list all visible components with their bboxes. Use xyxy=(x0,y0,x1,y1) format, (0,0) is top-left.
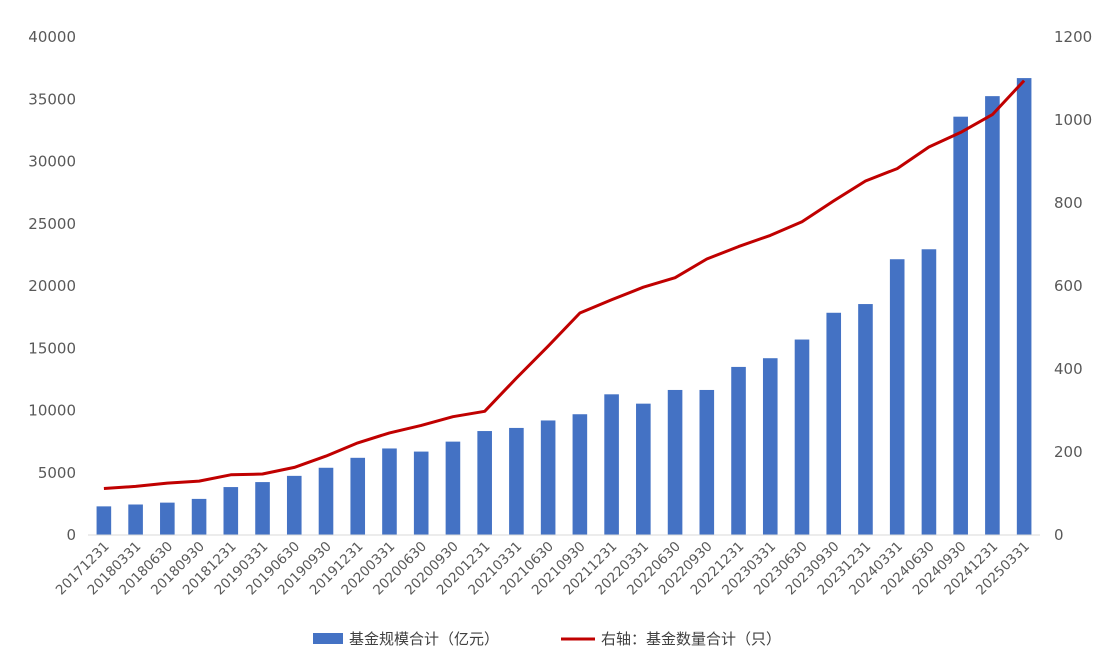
bar-20220930 xyxy=(699,389,715,535)
line-series xyxy=(103,79,1026,490)
legend-bar-label: 基金规模合计（亿元） xyxy=(349,630,499,648)
bar-20171231 xyxy=(96,506,112,535)
bar-20240630 xyxy=(921,249,937,535)
bar-20180930 xyxy=(191,498,207,535)
right-y-tick-label: 600 xyxy=(1054,277,1083,295)
bar-20200930 xyxy=(445,441,461,535)
right-y-tick-label: 800 xyxy=(1054,194,1083,212)
left-y-tick-label: 30000 xyxy=(28,153,76,171)
right-y-tick-label: 200 xyxy=(1054,443,1083,461)
bar-20210630 xyxy=(540,420,556,535)
bar-20180331 xyxy=(128,504,143,535)
bar-20180630 xyxy=(160,502,175,535)
bar-20201231 xyxy=(477,431,492,535)
left-y-tick-label: 0 xyxy=(66,526,76,544)
bar-20241231 xyxy=(985,96,1000,535)
left-y-tick-label: 15000 xyxy=(28,339,76,357)
bar-20240331 xyxy=(889,259,905,535)
left-y-tick-label: 25000 xyxy=(28,215,76,233)
left-y-tick-label: 35000 xyxy=(28,90,76,108)
x-axis-ticks: 2017123120180331201806302018093020181231… xyxy=(53,539,1033,599)
legend-bar-swatch xyxy=(313,633,343,644)
bar-20190331 xyxy=(255,482,270,535)
bar-20230630 xyxy=(794,339,810,535)
bar-20190930 xyxy=(318,467,334,535)
bar-20231231 xyxy=(858,304,873,535)
bar-series xyxy=(96,78,1032,536)
left-y-tick-label: 40000 xyxy=(28,28,76,46)
right-y-tick-label: 0 xyxy=(1054,526,1064,544)
bar-20200331 xyxy=(382,448,397,535)
bar-20210331 xyxy=(509,427,524,535)
left-y-tick-label: 5000 xyxy=(38,464,76,482)
bar-20200630 xyxy=(413,451,429,535)
right-y-tick-label: 1000 xyxy=(1054,111,1092,129)
bar-20220331 xyxy=(636,403,651,535)
bar-20240930 xyxy=(953,116,968,536)
bar-20211231 xyxy=(604,394,619,535)
legend-line-label: 右轴：基金数量合计（只） xyxy=(601,630,781,648)
bar-20230331 xyxy=(762,358,778,535)
right-y-tick-label: 1200 xyxy=(1054,28,1092,46)
bar-20191231 xyxy=(350,457,366,535)
bar-20250331 xyxy=(1016,78,1032,536)
bar-20190630 xyxy=(286,475,302,535)
bar-20181231 xyxy=(223,487,239,535)
right-y-tick-label: 400 xyxy=(1054,360,1083,378)
left-y-tick-label: 10000 xyxy=(28,402,76,420)
right-y-axis: 0 200 400 600 800 1000 1200 xyxy=(1054,28,1092,544)
left-y-tick-label: 20000 xyxy=(28,277,76,295)
legend: 基金规模合计（亿元） 右轴：基金数量合计（只） xyxy=(313,630,781,648)
left-y-axis: 0 5000 10000 15000 20000 25000 30000 35000 40000 xyxy=(28,28,76,544)
bar-20220630 xyxy=(667,389,683,535)
bar-20230930 xyxy=(826,312,842,535)
bar-20210930 xyxy=(572,414,588,535)
bar-20221231 xyxy=(731,366,746,535)
fund-count-line xyxy=(103,79,1026,490)
